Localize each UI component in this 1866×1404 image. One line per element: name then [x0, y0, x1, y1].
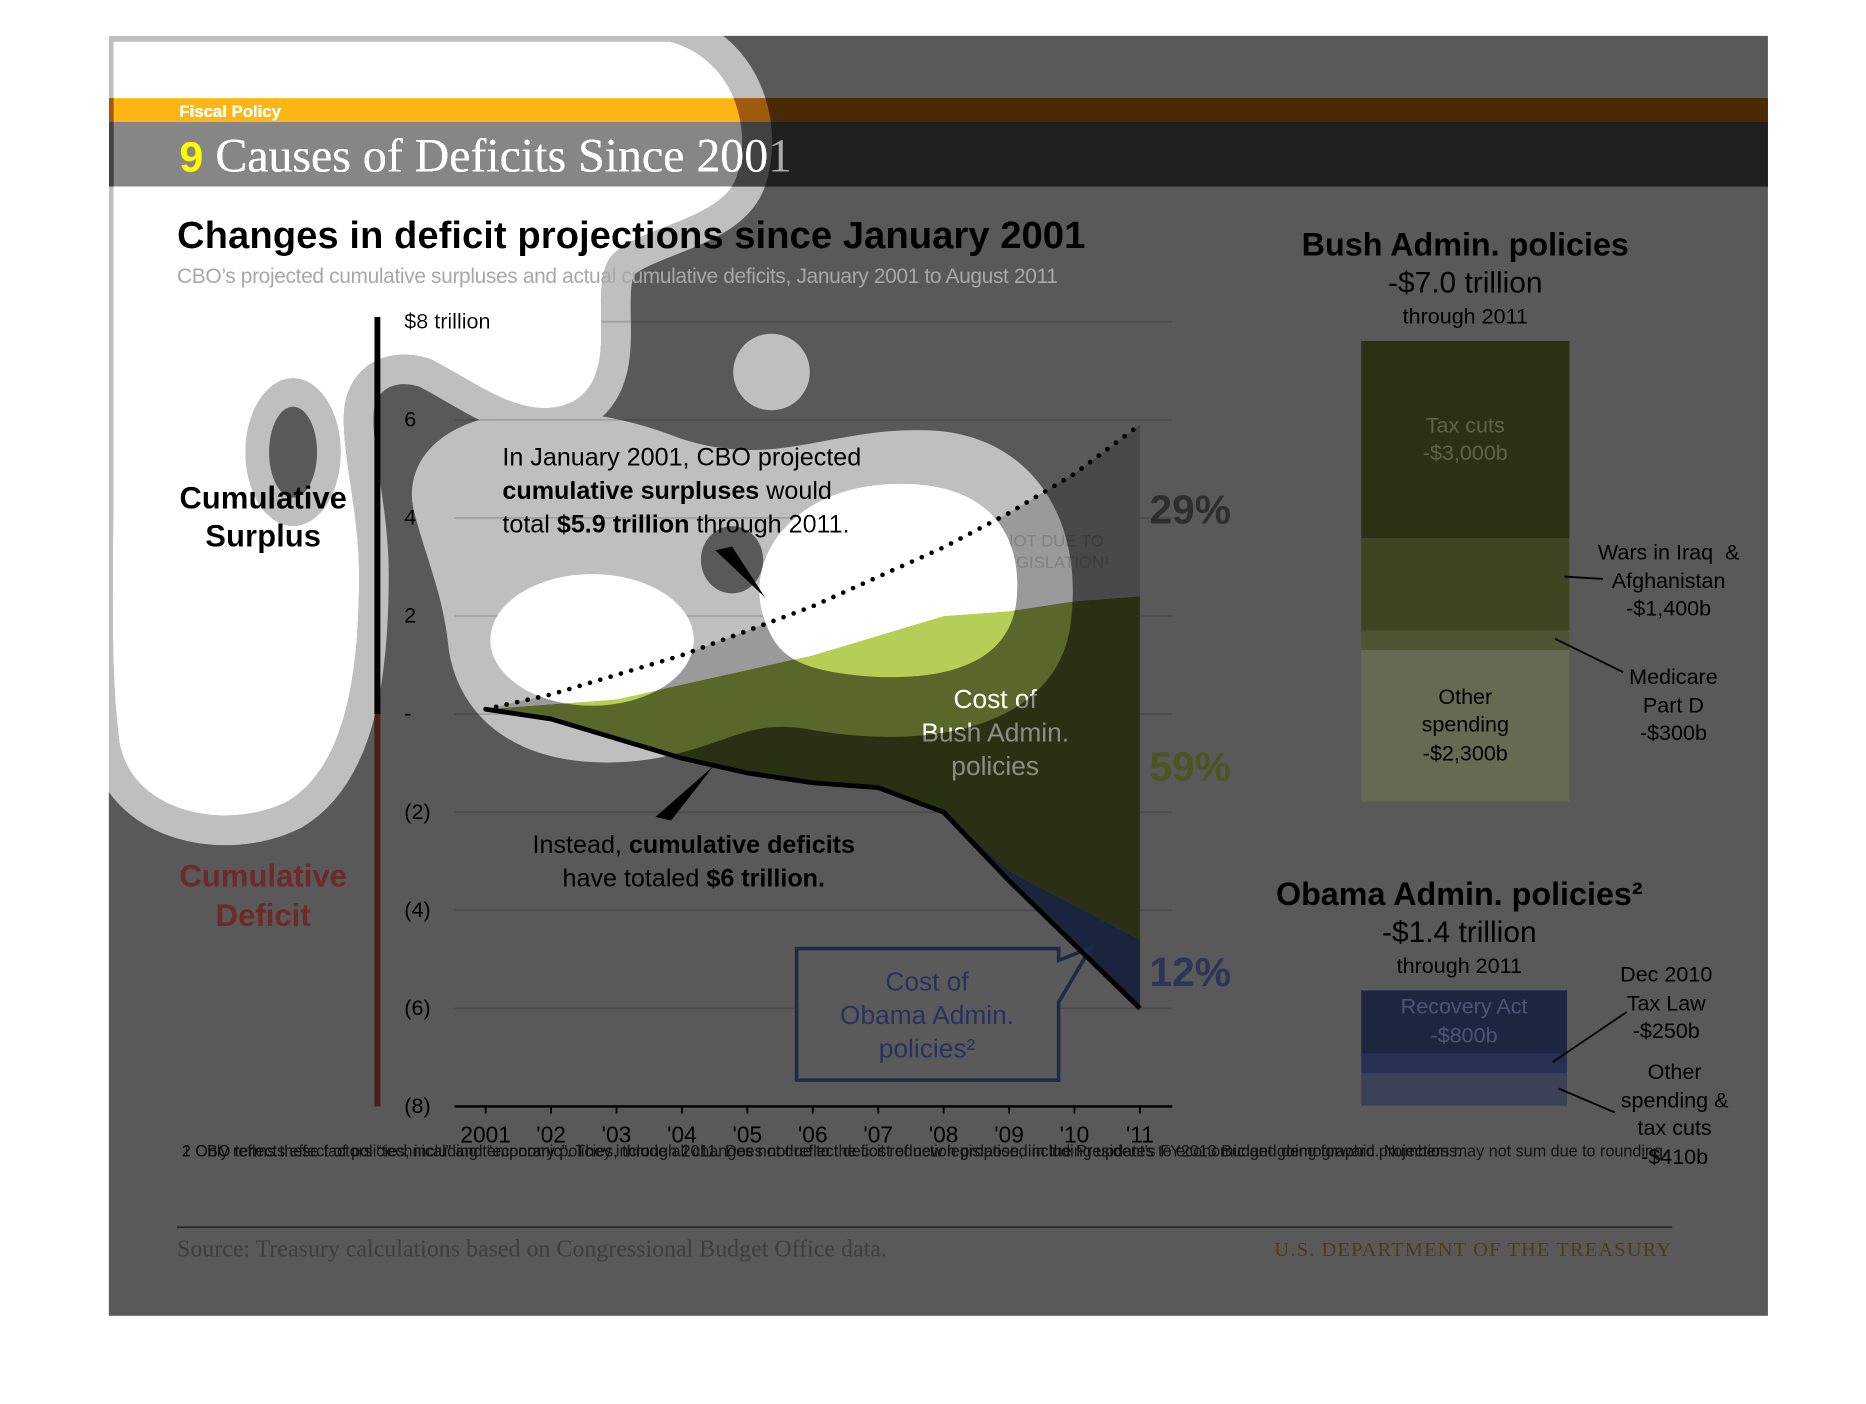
chart-subtitle: CBO’s projected cumulative surpluses and… — [177, 264, 1058, 289]
